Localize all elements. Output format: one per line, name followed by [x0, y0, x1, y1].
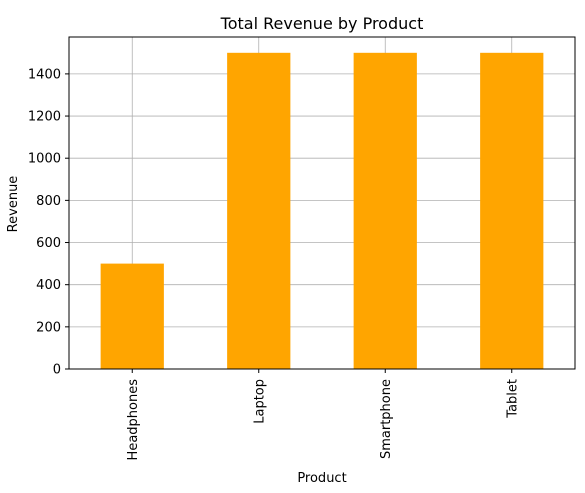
bars — [100, 52, 544, 370]
chart-title: Total Revenue by Product — [220, 14, 424, 33]
plot-frame — [68, 36, 576, 370]
x-tick-label: Tablet — [505, 379, 520, 419]
y-tick-label: 1200 — [28, 110, 61, 125]
x-tick-label: Headphones — [126, 379, 141, 461]
ticks: 0 200 400 600 800 1000 1200 1400 Headphones Lapto… — [28, 67, 520, 460]
y-tick-label: 0 — [53, 363, 61, 378]
bar-headphones — [100, 263, 164, 369]
y-tick-label: 600 — [36, 236, 61, 251]
y-tick-label: 1000 — [28, 152, 61, 167]
y-tick-label: 800 — [36, 194, 61, 209]
bar-laptop — [227, 52, 291, 370]
bar-smartphone — [353, 52, 417, 370]
y-tick-label: 200 — [36, 320, 61, 335]
x-tick-label: Smartphone — [379, 379, 394, 459]
y-axis-label: Revenue — [6, 176, 21, 233]
x-tick-label: Laptop — [252, 379, 267, 424]
y-tick-label: 400 — [36, 278, 61, 293]
x-axis-label: Product — [297, 471, 346, 486]
bar-tablet — [480, 52, 544, 370]
y-tick-label: 1400 — [28, 67, 61, 82]
